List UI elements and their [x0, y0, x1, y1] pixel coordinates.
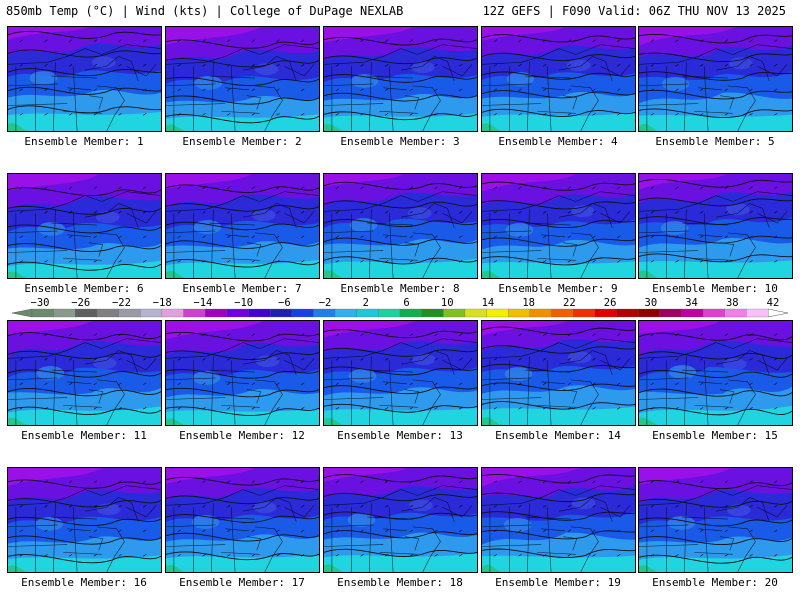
colorbar-swatch — [724, 308, 747, 318]
ensemble-member-caption: Ensemble Member: 15 — [652, 429, 778, 442]
ensemble-map-panel — [323, 26, 478, 132]
colorbar-swatch — [378, 308, 401, 318]
ensemble-member-caption: Ensemble Member: 17 — [179, 576, 305, 589]
ensemble-map-panel — [323, 173, 478, 279]
colorbar-tick-label: −10 — [234, 297, 253, 309]
colorbar-tick-label: 34 — [685, 297, 698, 309]
ensemble-map-panel — [638, 26, 793, 132]
colorbar-tick-label: −18 — [153, 297, 172, 309]
colorbar-swatch — [183, 308, 206, 318]
ensemble-map-panel — [165, 173, 320, 279]
ensemble-map-panel — [481, 320, 636, 426]
ensemble-member-caption: Ensemble Member: 11 — [21, 429, 147, 442]
temperature-colorbar: −30 −26 −22 −18 −14 −10 −6 −2 2 6 10 14 18 22 26 30 34 38… — [11, 297, 789, 318]
colorbar-tick-label: 26 — [604, 297, 617, 309]
ensemble-member-caption: Ensemble Member: 13 — [337, 429, 463, 442]
colorbar-swatch — [205, 308, 228, 318]
ensemble-member-caption: Ensemble Member: 6 — [24, 282, 144, 295]
colorbar-swatch — [659, 308, 682, 318]
colorbar-tick-label: 2 — [363, 297, 369, 309]
ensemble-member-caption: Ensemble Member: 8 — [340, 282, 460, 295]
ensemble-map-panel — [165, 467, 320, 573]
colorbar-swatch — [443, 308, 466, 318]
colorbar-tick-label: 38 — [726, 297, 739, 309]
ensemble-map-panel — [7, 320, 162, 426]
colorbar-swatch — [313, 308, 336, 318]
colorbar-left-arrow — [11, 308, 33, 318]
ensemble-map-panel — [7, 173, 162, 279]
colorbar-swatch — [681, 308, 704, 318]
colorbar-swatch — [529, 308, 552, 318]
colorbar-swatch — [594, 308, 617, 318]
colorbar-swatch — [702, 308, 726, 318]
ensemble-map-panel — [7, 467, 162, 573]
ensemble-member-caption: Ensemble Member: 19 — [495, 576, 621, 589]
colorbar-tick-label: 10 — [441, 297, 454, 309]
colorbar-swatch — [248, 308, 271, 318]
ensemble-member-caption: Ensemble Member: 14 — [495, 429, 621, 442]
colorbar-swatch — [118, 308, 141, 318]
colorbar-swatch — [334, 308, 358, 318]
ensemble-map-panel — [7, 26, 162, 132]
colorbar-swatch — [226, 308, 249, 318]
colorbar-swatch — [96, 308, 120, 318]
ensemble-member-caption: Ensemble Member: 3 — [340, 135, 460, 148]
colorbar-tick-label: −22 — [112, 297, 131, 309]
colorbar-swatch — [746, 308, 769, 318]
colorbar-swatch — [269, 308, 293, 318]
ensemble-member-caption: Ensemble Member: 9 — [498, 282, 618, 295]
colorbar-tick-label: −14 — [193, 297, 212, 309]
colorbar-tick-label: 30 — [645, 297, 658, 309]
colorbar-tick-label: 22 — [563, 297, 576, 309]
ensemble-map-panel — [165, 320, 320, 426]
colorbar-tick-label: 14 — [482, 297, 495, 309]
colorbar-swatch — [356, 308, 379, 318]
colorbar-swatch — [31, 308, 55, 318]
ensemble-map-panel — [481, 26, 636, 132]
colorbar-swatch — [464, 308, 488, 318]
ensemble-map-panel — [165, 26, 320, 132]
ensemble-member-caption: Ensemble Member: 7 — [182, 282, 302, 295]
ensemble-member-caption: Ensemble Member: 1 — [24, 135, 144, 148]
colorbar-tick-label: 42 — [767, 297, 780, 309]
ensemble-map-panel — [481, 467, 636, 573]
colorbar-swatch — [616, 308, 639, 318]
colorbar-swatch — [637, 308, 661, 318]
colorbar-tick-label: −30 — [31, 297, 50, 309]
ensemble-member-caption: Ensemble Member: 12 — [179, 429, 305, 442]
colorbar-tick-label: 6 — [403, 297, 409, 309]
ensemble-map-panel — [323, 320, 478, 426]
ensemble-map-panel — [481, 173, 636, 279]
ensemble-member-caption: Ensemble Member: 20 — [652, 576, 778, 589]
model-run-valid-time: 12Z GEFS | F090 Valid: 06Z THU NOV 13 20… — [482, 4, 786, 18]
ensemble-map-panel — [638, 173, 793, 279]
colorbar-swatch — [508, 308, 531, 318]
chart-title: 850mb Temp (°C) | Wind (kts) | College o… — [6, 4, 404, 18]
colorbar-swatch — [551, 308, 574, 318]
colorbar-tick-label: 18 — [522, 297, 535, 309]
colorbar-swatch — [573, 308, 596, 318]
ensemble-map-panel — [638, 320, 793, 426]
colorbar-right-arrow — [767, 308, 789, 318]
colorbar-swatch — [53, 308, 76, 318]
colorbar-swatch — [486, 308, 509, 318]
ensemble-member-caption: Ensemble Member: 16 — [21, 576, 147, 589]
colorbar-tick-label: −26 — [71, 297, 90, 309]
ensemble-member-caption: Ensemble Member: 4 — [498, 135, 618, 148]
ensemble-member-caption: Ensemble Member: 10 — [652, 282, 778, 295]
ensemble-member-caption: Ensemble Member: 2 — [182, 135, 302, 148]
colorbar-swatch — [399, 308, 423, 318]
colorbar-swatch — [75, 308, 98, 318]
colorbar-tick-label: −6 — [278, 297, 291, 309]
ensemble-member-caption: Ensemble Member: 18 — [337, 576, 463, 589]
ensemble-member-caption: Ensemble Member: 5 — [655, 135, 775, 148]
colorbar-swatch — [421, 308, 444, 318]
colorbar-swatch — [161, 308, 184, 318]
colorbar-swatch — [140, 308, 163, 318]
ensemble-map-panel — [638, 467, 793, 573]
colorbar-tick-label: −2 — [319, 297, 332, 309]
ensemble-map-panel — [323, 467, 478, 573]
colorbar-swatch — [291, 308, 314, 318]
